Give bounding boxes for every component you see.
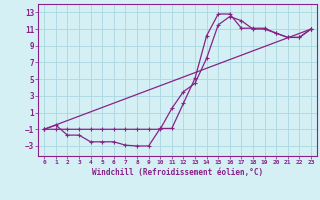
X-axis label: Windchill (Refroidissement éolien,°C): Windchill (Refroidissement éolien,°C) — [92, 168, 263, 177]
